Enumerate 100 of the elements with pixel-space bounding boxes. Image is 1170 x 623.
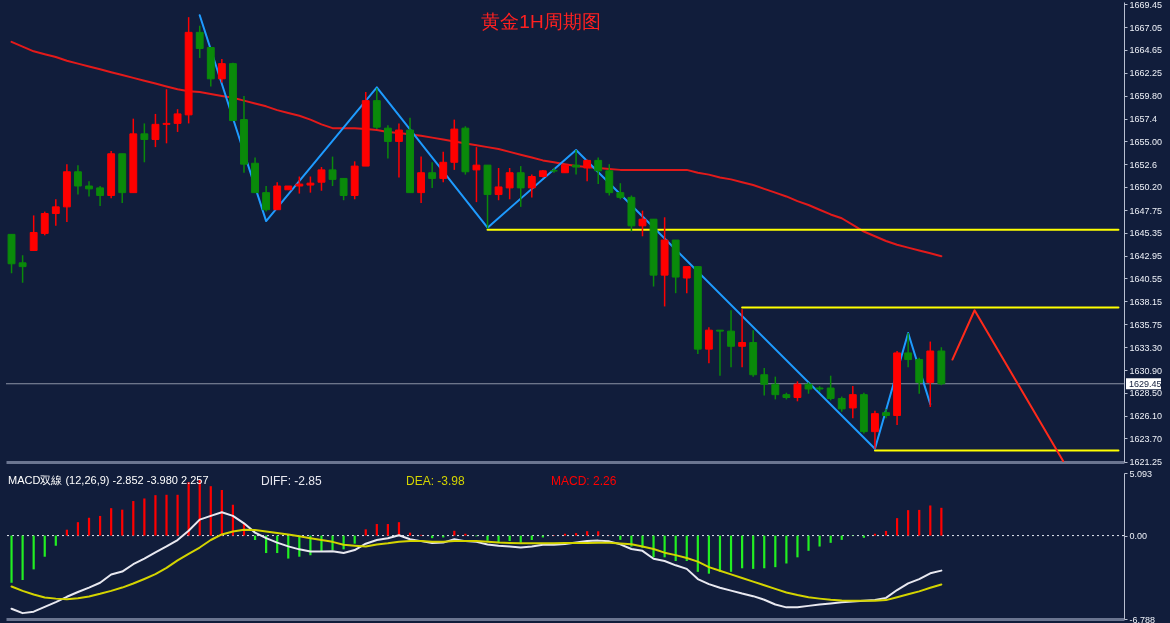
candlestick [494,167,503,201]
bar [796,535,799,558]
bar [132,501,135,536]
line-series [198,14,932,450]
y-tick-label: 1664.65 [1129,45,1163,56]
candlestick [85,180,93,198]
text: DIFF: -2.85 [261,474,323,488]
y-tick-label: 1650.20 [1129,182,1163,193]
candlestick [439,151,448,183]
candlestick [704,326,713,365]
bar [818,535,821,547]
y-tick-label: 1628.50 [1129,388,1163,399]
bar [143,498,146,536]
candlestick [173,108,182,133]
y-tick-label: 1640.55 [1129,273,1163,284]
bar [729,535,733,572]
candlestick [682,265,691,294]
candlestick [793,380,802,403]
candlestick [96,185,105,207]
y-tick-label: 1635.75 [1129,319,1163,330]
y-tick-label: 0.00 [1129,531,1148,542]
candlestick [74,164,82,196]
candlestick [273,181,282,211]
bar [76,522,80,536]
y-tick-label: 1638.15 [1129,296,1163,307]
candlestick [638,209,647,238]
candlestick [428,161,437,189]
candlestick [317,166,326,192]
y-tick-label: 1626.10 [1129,411,1163,422]
y-tick-label: 1642.95 [1129,251,1163,262]
candlestick [40,210,49,237]
bar [87,517,91,536]
y-tick-label: 1655.00 [1129,136,1163,147]
candlestick [151,113,160,148]
bar [884,530,888,536]
bar [652,535,655,558]
candlestick [871,410,879,450]
y-tick-label: 1645.35 [1129,228,1163,239]
bar [597,531,600,536]
bar [154,495,157,536]
line-series [10,528,943,602]
y-tick-label: 5.093 [1129,468,1153,479]
bar [386,524,389,536]
candlestick [826,374,835,402]
candlestick [771,375,780,401]
candlestick [417,155,426,204]
bar [486,535,489,541]
text: 黄金1H周期图 [481,11,601,32]
bar [453,530,456,536]
candlestick [915,356,924,395]
bar [364,529,367,536]
text: MACD: 2.26 [551,474,617,488]
bar [54,535,57,546]
y-tick-label: 1623.70 [1129,433,1163,444]
candlestick [217,58,226,84]
bar [21,535,24,581]
candlestick [727,309,735,368]
y-tick-label: 1667.05 [1129,22,1163,33]
candlestick [18,254,27,284]
candlestick [904,332,913,368]
line-series [10,40,943,258]
candlestick [605,163,614,197]
y-tick-label: 1633.30 [1129,342,1163,353]
bar [65,529,68,536]
bar [929,505,932,536]
candlestick [738,308,747,368]
bar [110,508,113,536]
candlestick [572,149,580,176]
candlestick [262,185,271,213]
candlestick [760,367,769,397]
bar [98,515,102,536]
candlestick [848,385,857,420]
y-tick-label: 1657.4 [1129,114,1158,125]
candlestick [29,214,38,252]
candlestick [140,122,149,164]
candlestick [583,158,592,183]
candlestick [516,165,525,208]
ref-line-label: 1629.45 [1129,378,1162,389]
bar [10,535,13,583]
bar [121,509,124,536]
bar [176,494,179,536]
candlestick [339,177,348,201]
bar [918,509,921,536]
y-tick-label: 1662.25 [1129,68,1163,79]
candlestick [51,198,60,227]
candlestick [716,329,724,377]
chart-title: MACD双線 (12,26,9) -2.852 -3.980 2.257 [8,474,209,486]
text: DEA: -3.98 [406,474,466,488]
bar [940,507,943,536]
candlestick [328,155,337,187]
y-tick-label: 1630.90 [1129,365,1163,376]
candlestick [527,173,536,199]
candlestick [162,88,171,145]
bar [895,518,899,536]
bar [165,494,168,536]
y-tick-label: -6.788 [1129,614,1156,623]
candlestick [505,167,514,201]
candlestick [195,24,204,59]
candlestick [383,124,392,160]
candlestick [594,156,603,185]
